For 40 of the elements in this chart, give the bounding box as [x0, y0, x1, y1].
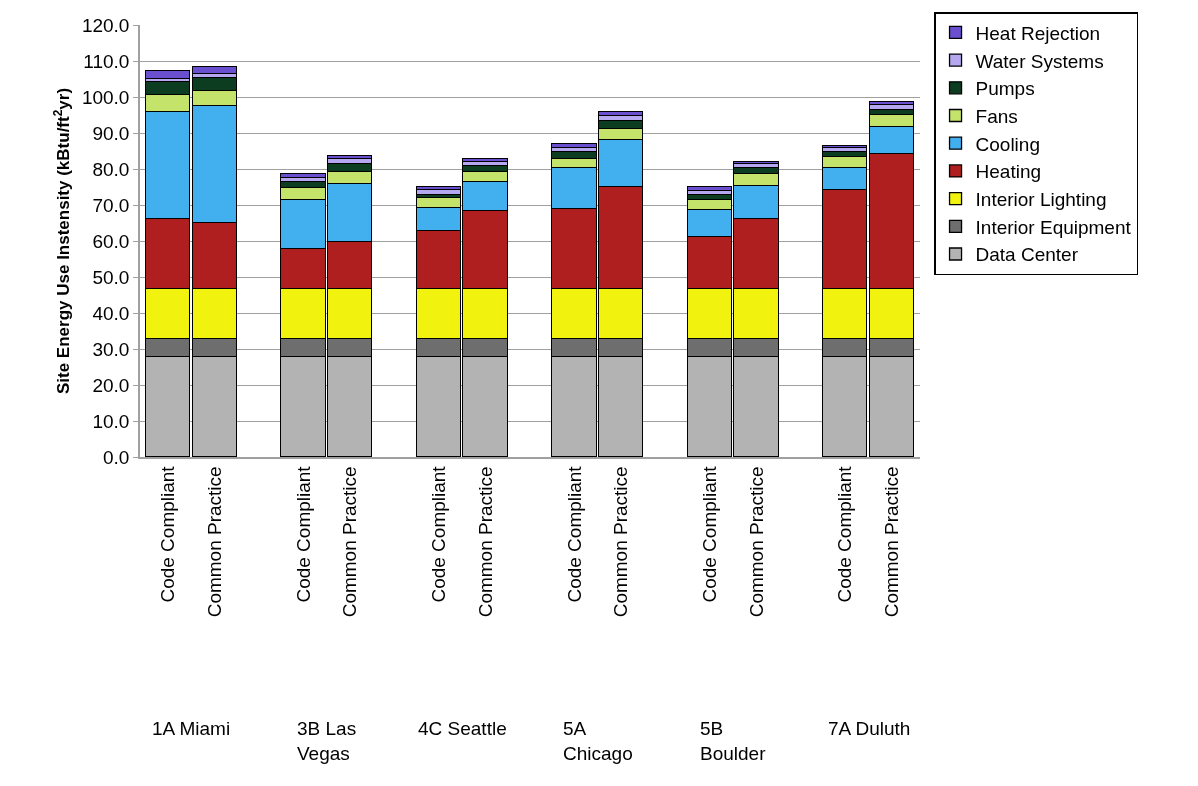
x-tick-label: Common Practice: [610, 466, 632, 618]
legend-label: Interior Lighting: [975, 189, 1107, 210]
y-tick-label: 40.0: [92, 302, 130, 324]
y-tick-label: 70.0: [92, 194, 130, 216]
legend-label: Fans: [975, 105, 1018, 127]
y-tick-label: 20.0: [92, 374, 130, 396]
x-tick-label: Common Practice: [881, 466, 903, 618]
legend-label: Pumps: [975, 78, 1035, 100]
legend-label: Cooling: [975, 133, 1040, 155]
x-tick-label: Common Practice: [203, 466, 225, 618]
x-tick-label: Common Practice: [474, 466, 496, 618]
y-tick-label: 80.0: [92, 158, 130, 180]
text: 7A Duluth: [828, 718, 911, 739]
text: 5B Boulder: [700, 718, 767, 764]
legend-label: Interior Equipment: [975, 216, 1132, 238]
y-tick-label: 100.0: [81, 86, 130, 108]
text: 3B Las Vegas: [297, 718, 357, 764]
x-tick-label: Code Compliant: [698, 465, 720, 603]
y-tick-label: 10.0: [92, 410, 130, 432]
x-tick-label: Code Compliant: [157, 465, 179, 603]
x-tick-label: Common Practice: [339, 466, 361, 618]
x-tick-label: Code Compliant: [292, 465, 314, 603]
text: 5A Chicago: [563, 718, 633, 764]
y-tick-label: 60.0: [92, 230, 130, 252]
y-tick-label: 110.0: [83, 50, 130, 72]
legend-label: Heat Rejection: [975, 22, 1101, 44]
y-tick-label: 0.0: [103, 446, 130, 468]
legend-label: Data Center: [975, 244, 1079, 266]
x-tick-label: Code Compliant: [563, 465, 585, 603]
text: 4C Seattle: [418, 718, 507, 739]
text: 1A Miami: [152, 718, 231, 739]
y-tick-label: 120.0: [81, 14, 130, 36]
y-tick-label: 90.0: [92, 122, 130, 144]
x-tick-label: Code Compliant: [428, 465, 450, 603]
legend-label: Water Systems: [975, 50, 1104, 72]
y-tick-label: 50.0: [92, 266, 130, 288]
y-tick-label: 30.0: [92, 338, 130, 360]
legend-label: Heating: [975, 161, 1042, 183]
x-tick-label: Common Practice: [745, 466, 767, 618]
x-tick-label: Code Compliant: [834, 465, 856, 603]
